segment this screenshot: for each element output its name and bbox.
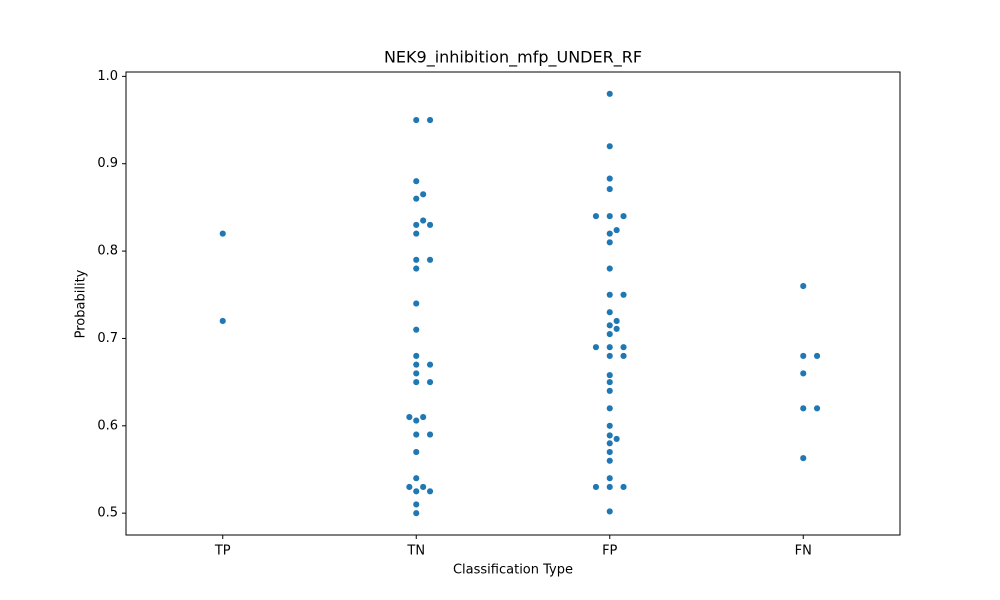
- data-point: [606, 90, 614, 98]
- data-point: [419, 216, 427, 225]
- data-point: [606, 439, 614, 447]
- data-point: [606, 352, 614, 360]
- data-point: [620, 212, 628, 220]
- x-tick-label: FP: [602, 544, 617, 559]
- data-point: [606, 308, 614, 316]
- data-point: [799, 352, 807, 360]
- data-point: [606, 291, 614, 299]
- data-point: [592, 343, 600, 351]
- y-tick-label: 0.9: [97, 156, 118, 171]
- x-tick-label: TP: [214, 544, 231, 559]
- data-point: [606, 230, 614, 238]
- data-point: [419, 190, 427, 198]
- data-point: [219, 230, 227, 238]
- data-point: [606, 321, 614, 329]
- x-axis-label: Classification Type: [453, 563, 573, 578]
- data-point: [592, 483, 600, 491]
- data-point: [606, 185, 614, 193]
- data-point: [606, 448, 614, 456]
- data-point: [606, 343, 614, 351]
- data-point: [799, 282, 807, 290]
- data-point: [405, 483, 413, 491]
- data-point: [412, 352, 420, 360]
- data-point: [606, 507, 614, 515]
- data-point: [813, 404, 821, 412]
- data-point: [606, 457, 614, 465]
- data-point: [412, 474, 420, 482]
- data-point: [606, 175, 614, 183]
- data-point: [412, 487, 420, 495]
- data-point: [412, 195, 420, 203]
- data-point: [405, 413, 413, 421]
- plot-frame: [125, 71, 901, 536]
- data-point: [412, 177, 420, 185]
- data-point: [613, 226, 621, 234]
- y-tick-label: 0.7: [97, 331, 118, 346]
- data-point: [799, 454, 807, 462]
- data-point: [620, 352, 628, 360]
- data-point: [606, 330, 614, 338]
- x-tick-label: TN: [406, 544, 425, 559]
- data-point: [426, 487, 434, 495]
- data-point: [412, 299, 420, 308]
- data-point: [606, 474, 614, 482]
- data-point: [606, 265, 614, 273]
- data-point: [606, 483, 614, 491]
- chart-title: NEK9_inhibition_mfp_UNDER_RF: [384, 48, 642, 68]
- data-point: [412, 256, 420, 264]
- data-point: [799, 369, 807, 377]
- data-point: [412, 361, 420, 369]
- data-point: [412, 265, 420, 273]
- data-point: [412, 230, 420, 238]
- data-point: [426, 256, 434, 264]
- y-tick-label: 0.8: [97, 244, 118, 259]
- data-point: [606, 404, 614, 412]
- data-point: [592, 212, 600, 220]
- data-point: [606, 371, 614, 379]
- data-point: [799, 404, 807, 412]
- data-point: [813, 352, 821, 360]
- x-tick-label: FN: [795, 544, 812, 559]
- data-point: [412, 417, 420, 425]
- data-point: [412, 430, 420, 439]
- data-point: [412, 500, 420, 508]
- y-tick-label: 0.6: [97, 418, 118, 433]
- data-point: [426, 378, 434, 386]
- data-point: [426, 116, 434, 124]
- data-point: [613, 317, 621, 325]
- data-point: [606, 212, 614, 220]
- data-point: [412, 369, 420, 377]
- data-point: [620, 291, 628, 299]
- data-point: [613, 325, 621, 333]
- y-tick-label: 1.0: [97, 69, 118, 84]
- data-point: [606, 142, 614, 150]
- data-point: [606, 378, 614, 386]
- data-point: [606, 422, 614, 430]
- data-point: [412, 378, 420, 386]
- data-point: [606, 238, 614, 246]
- data-point: [419, 483, 427, 491]
- data-point: [620, 343, 628, 351]
- data-point: [412, 509, 420, 517]
- data-point: [412, 116, 420, 124]
- data-point: [426, 361, 434, 369]
- data-point: [426, 221, 434, 229]
- data-point: [613, 435, 621, 443]
- data-point: [419, 413, 427, 421]
- data-point: [606, 387, 614, 395]
- y-axis-label: Probability: [74, 269, 89, 338]
- data-point: [606, 431, 614, 439]
- data-point: [426, 430, 434, 439]
- y-tick-label: 0.5: [97, 506, 118, 521]
- data-point: [620, 483, 628, 491]
- data-point: [219, 317, 227, 325]
- data-point: [412, 326, 420, 334]
- data-point: [412, 221, 420, 229]
- data-point: [412, 448, 420, 456]
